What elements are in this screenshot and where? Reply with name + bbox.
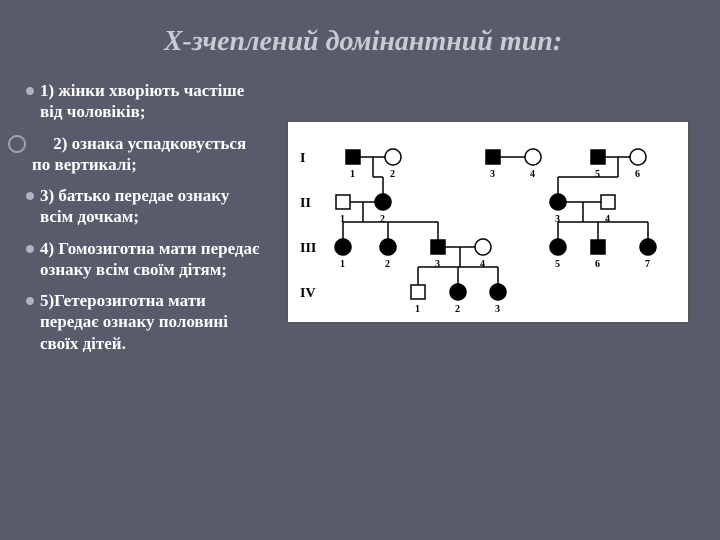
svg-text:2: 2	[385, 259, 390, 270]
svg-text:1: 1	[350, 169, 355, 180]
bullet-icon	[26, 192, 34, 200]
svg-text:4: 4	[530, 169, 535, 180]
svg-text:I: I	[300, 151, 305, 166]
bullet-icon	[26, 297, 34, 305]
svg-text:7: 7	[645, 259, 650, 270]
list-item-text: 4) Гомозиготна мати передає ознаку всім …	[40, 238, 266, 281]
list-item-text: 2) ознака успадковується по вертикалі;	[32, 133, 266, 176]
svg-text:1: 1	[340, 214, 345, 225]
image-column: IIIIIIIV12345612341234567123	[276, 80, 700, 364]
svg-text:III: III	[300, 241, 316, 256]
list-column: 1) жінки хворіють частіше від чоловіків;…	[26, 80, 266, 364]
svg-text:3: 3	[495, 304, 500, 315]
svg-text:1: 1	[340, 259, 345, 270]
page-title: Х-зчеплений домінантний тип:	[26, 26, 700, 58]
svg-text:4: 4	[605, 214, 610, 225]
list-item-text: 1) жінки хворіють частіше від чоловіків;	[40, 80, 266, 123]
svg-text:4: 4	[480, 259, 485, 270]
svg-text:5: 5	[555, 259, 560, 270]
svg-text:3: 3	[435, 259, 440, 270]
svg-text:2: 2	[455, 304, 460, 315]
svg-text:6: 6	[595, 259, 600, 270]
svg-text:IV: IV	[300, 286, 316, 301]
svg-text:3: 3	[490, 169, 495, 180]
content-columns: 1) жінки хворіють частіше від чоловіків;…	[26, 80, 700, 364]
list-item: 4) Гомозиготна мати передає ознаку всім …	[26, 238, 266, 281]
pedigree-chart: IIIIIIIV12345612341234567123	[287, 121, 689, 323]
list-item: 3) батько передае ознаку всім дочкам;	[26, 185, 266, 228]
list-item-text: 3) батько передае ознаку всім дочкам;	[40, 185, 266, 228]
circle-icon	[8, 135, 26, 153]
svg-text:2: 2	[390, 169, 395, 180]
list-item-text: 5)Гетерозиготна мати передає ознаку поло…	[40, 290, 266, 354]
svg-text:1: 1	[415, 304, 420, 315]
svg-text:3: 3	[555, 214, 560, 225]
svg-text:5: 5	[595, 169, 600, 180]
svg-text:II: II	[300, 196, 311, 211]
list-item: 2) ознака успадковується по вертикалі;	[26, 133, 266, 176]
list-item: 5)Гетерозиготна мати передає ознаку поло…	[26, 290, 266, 354]
list-item: 1) жінки хворіють частіше від чоловіків;	[26, 80, 266, 123]
svg-text:6: 6	[635, 169, 640, 180]
bullet-icon	[26, 245, 34, 253]
svg-text:2: 2	[380, 214, 385, 225]
bullet-icon	[26, 87, 34, 95]
